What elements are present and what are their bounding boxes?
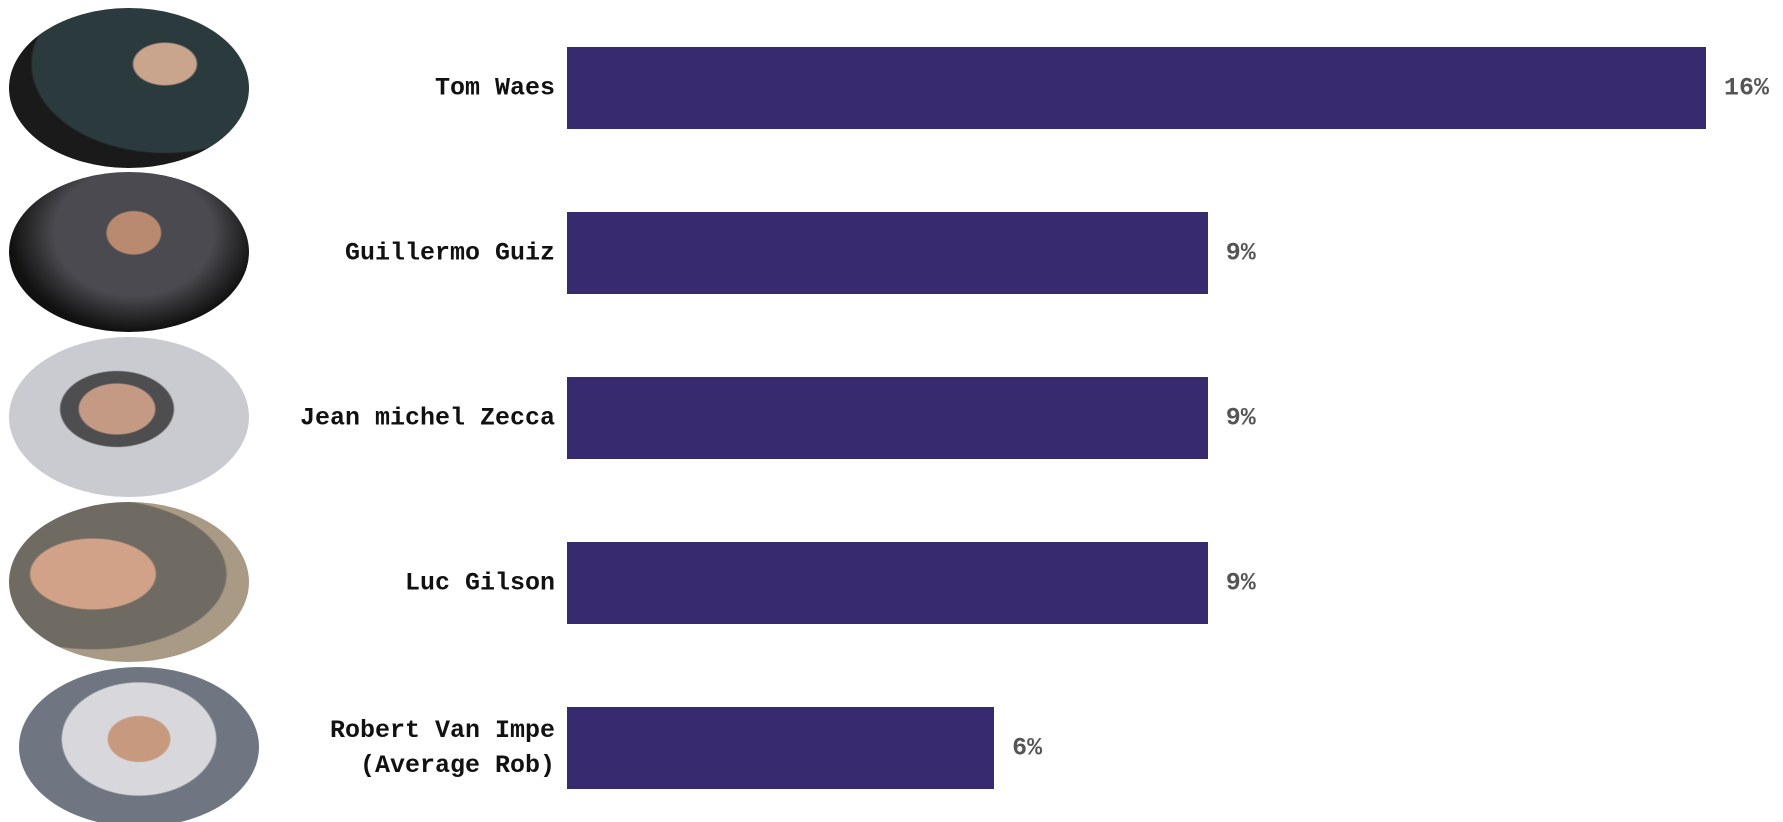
photo	[9, 502, 249, 662]
category-label: Jean michel Zecca	[299, 403, 555, 433]
value-label: 9%	[1225, 238, 1256, 268]
value-label: 9%	[1225, 403, 1256, 433]
photo	[9, 8, 249, 168]
category-label: Robert Van Impe (Average Rob)	[329, 716, 555, 780]
photo	[19, 667, 259, 822]
photo	[9, 337, 249, 497]
bar	[567, 47, 1706, 129]
bar	[567, 212, 1208, 294]
category-label: Guillermo Guiz	[344, 238, 555, 268]
value-label: 9%	[1225, 568, 1256, 598]
value-label: 16%	[1724, 73, 1770, 103]
category-label: Tom Waes	[434, 73, 555, 103]
category-label: Luc Gilson	[404, 568, 555, 598]
bar	[567, 707, 995, 789]
bar	[567, 377, 1208, 459]
value-label: 6%	[1012, 733, 1043, 763]
bar	[567, 542, 1208, 624]
photo	[9, 172, 249, 332]
